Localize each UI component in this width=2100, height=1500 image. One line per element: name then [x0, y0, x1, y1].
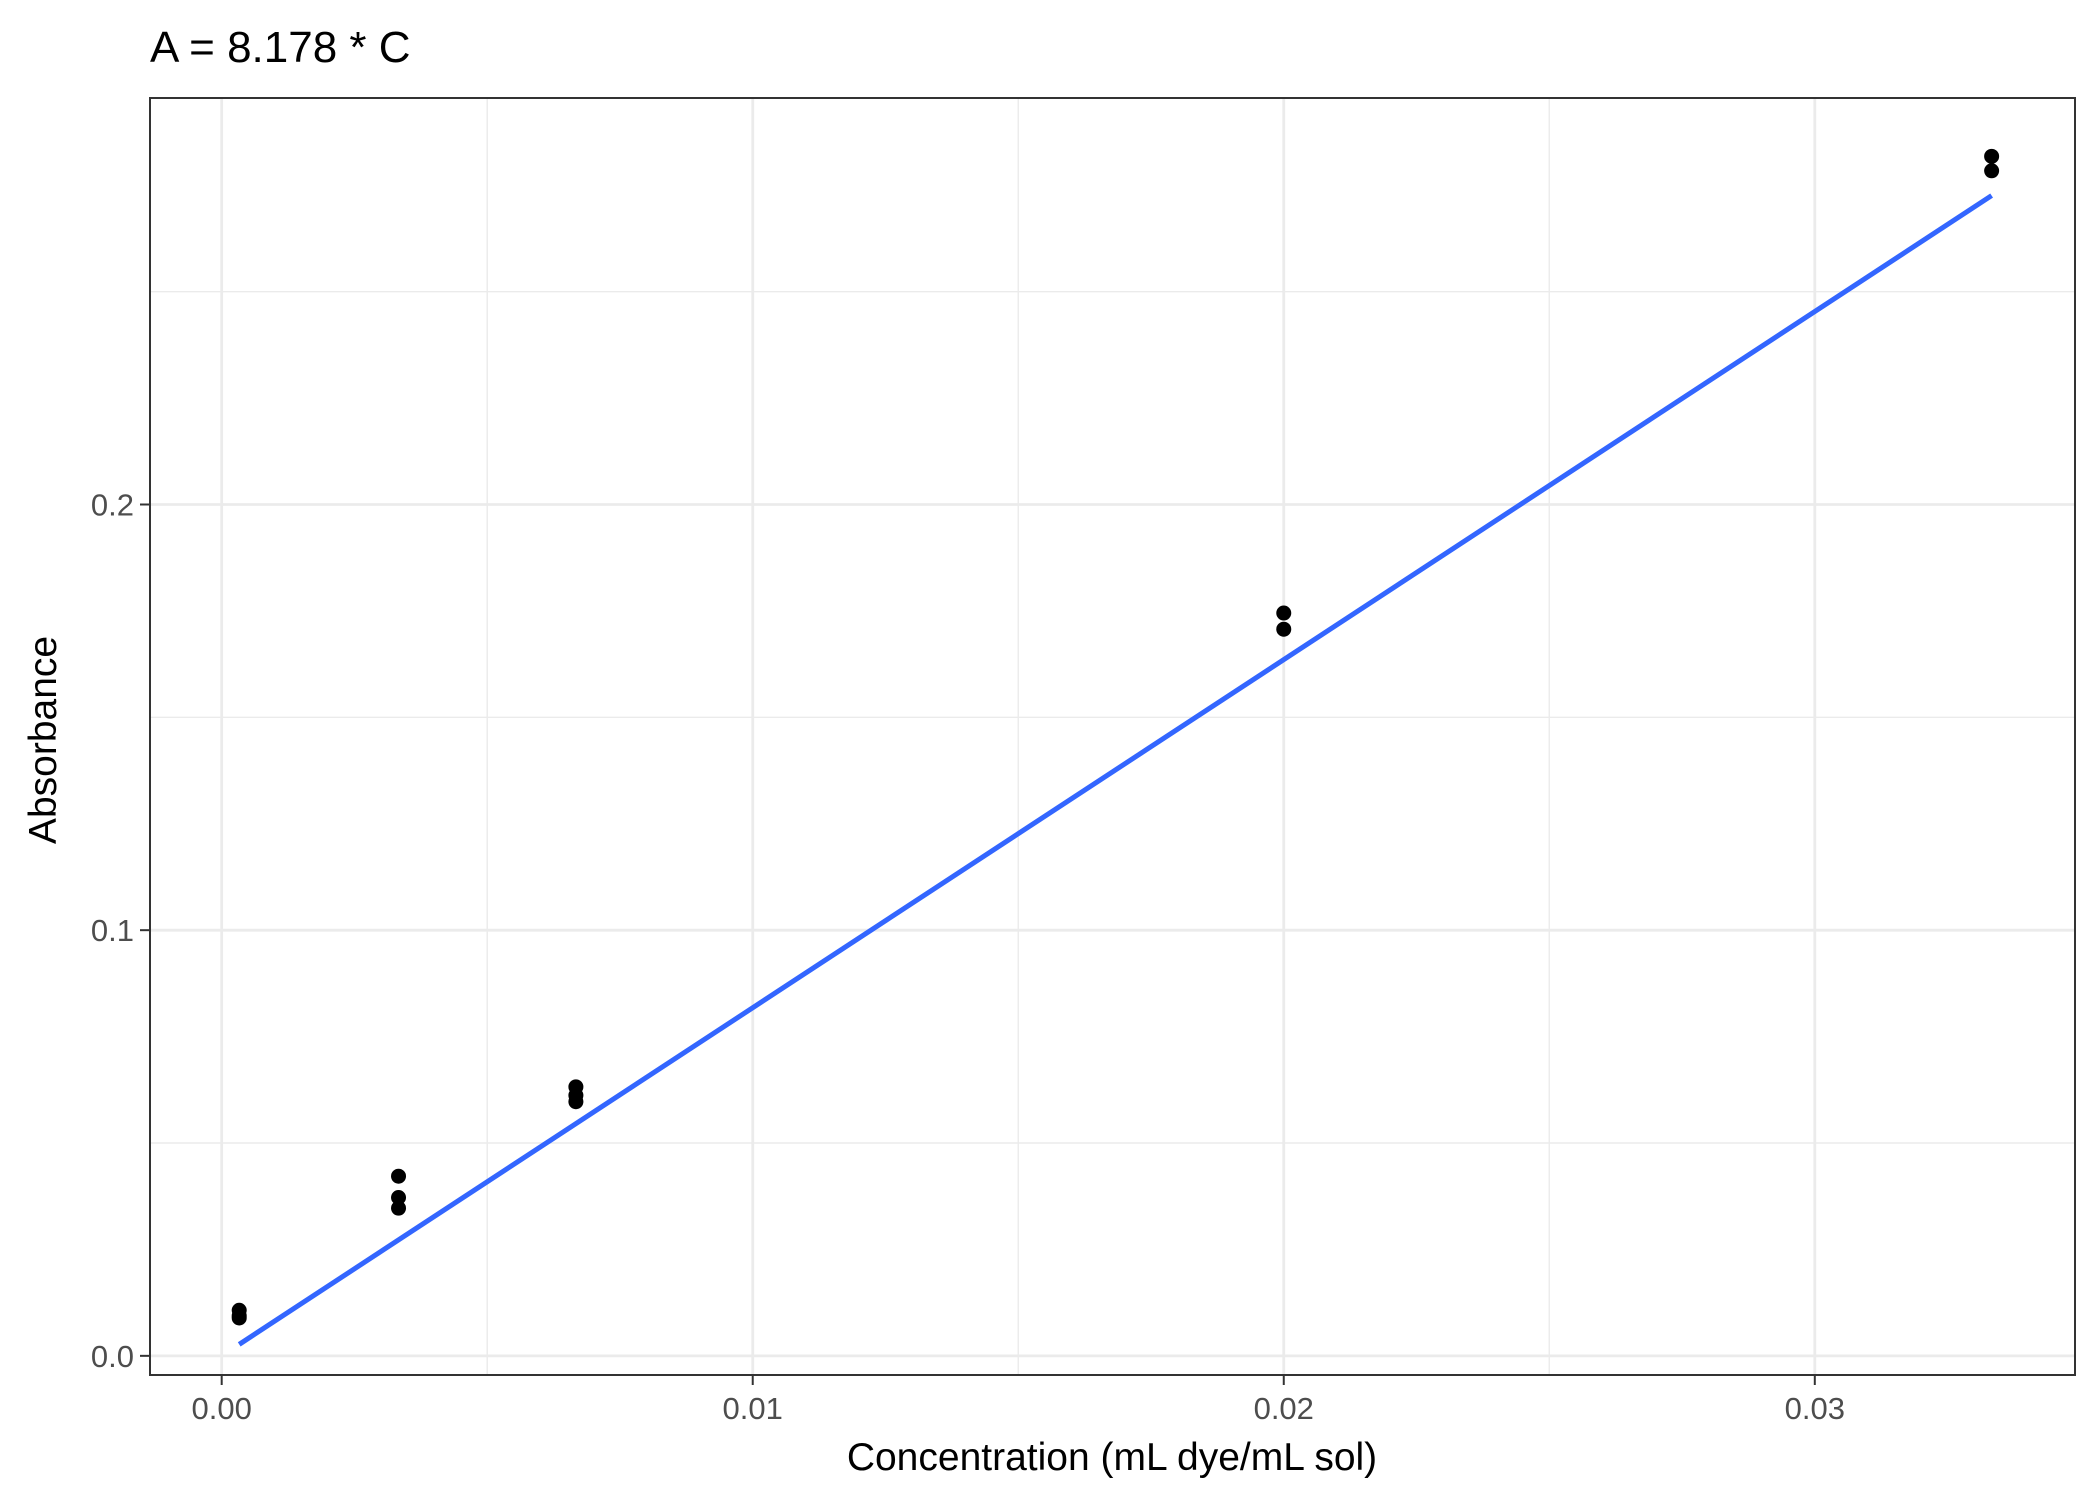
data-point — [1276, 605, 1292, 621]
data-point — [1984, 163, 2000, 179]
data-point — [391, 1200, 407, 1216]
data-point — [231, 1310, 247, 1326]
chart-title: A = 8.178 * C — [150, 23, 411, 72]
fit-line-layer — [237, 193, 1993, 1347]
x-axis-ticks: 0.00 0.01 0.02 0.03 — [192, 1375, 1845, 1426]
data-points — [231, 148, 2000, 1326]
y-axis-ticks: 0.0 0.1 0.2 — [91, 488, 150, 1374]
x-tick-label: 0.01 — [723, 1391, 783, 1426]
data-point — [391, 1168, 407, 1184]
x-tick-label: 0.02 — [1254, 1391, 1314, 1426]
minor-gridlines — [150, 98, 2075, 1375]
data-point — [568, 1094, 584, 1110]
major-gridlines — [150, 98, 2075, 1375]
y-tick-label: 0.1 — [91, 913, 134, 948]
fit-line — [237, 193, 1993, 1347]
x-tick-label: 0.03 — [1785, 1391, 1845, 1426]
x-axis-title: Concentration (mL dye/mL sol) — [847, 1436, 1377, 1479]
data-point — [1276, 621, 1292, 637]
x-tick-label: 0.00 — [192, 1391, 252, 1426]
data-point — [391, 1189, 407, 1205]
y-axis-title: Absorbance — [22, 636, 65, 844]
data-point — [1984, 148, 2000, 164]
panel-border — [149, 97, 2076, 1376]
y-tick-label: 0.2 — [91, 488, 134, 523]
y-tick-label: 0.0 — [91, 1339, 134, 1374]
